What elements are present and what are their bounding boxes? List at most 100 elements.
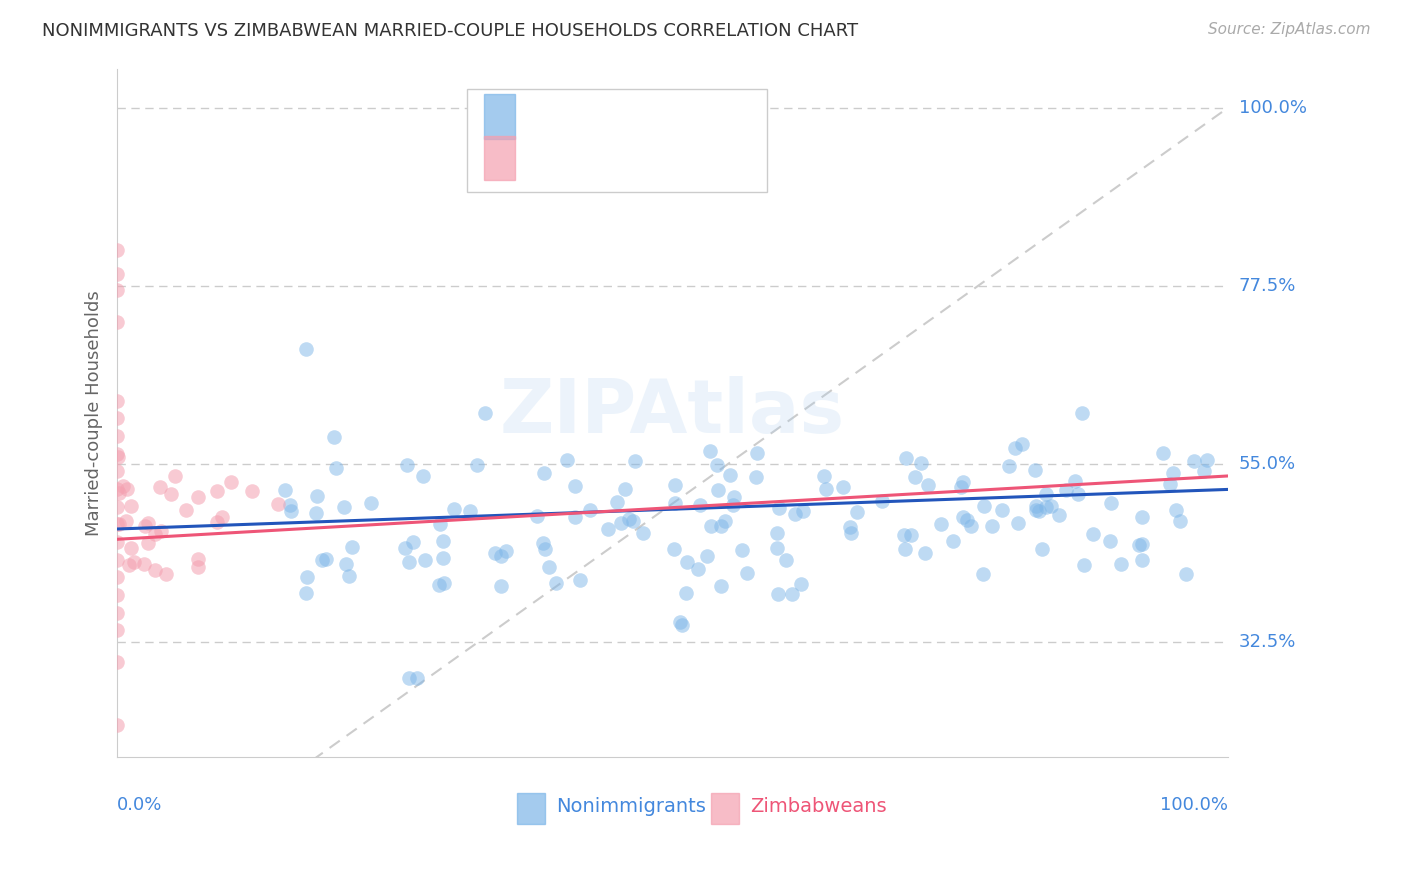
Point bbox=[120, 541, 142, 555]
Point bbox=[710, 518, 733, 533]
Point bbox=[335, 557, 357, 571]
Point bbox=[929, 517, 952, 532]
Point bbox=[211, 510, 233, 524]
Point bbox=[160, 486, 183, 500]
Point bbox=[707, 483, 730, 497]
Point bbox=[731, 542, 754, 557]
Point bbox=[721, 499, 744, 513]
Point bbox=[311, 553, 333, 567]
Point bbox=[174, 503, 197, 517]
Point bbox=[990, 503, 1012, 517]
Point bbox=[766, 541, 789, 555]
Point bbox=[596, 522, 619, 536]
Point bbox=[429, 516, 451, 531]
Point bbox=[1130, 510, 1153, 524]
Point bbox=[544, 576, 567, 591]
Point bbox=[1035, 487, 1057, 501]
Point bbox=[266, 497, 288, 511]
Point bbox=[115, 482, 138, 496]
Text: NONIMMIGRANTS VS ZIMBABWEAN MARRIED-COUPLE HOUSEHOLDS CORRELATION CHART: NONIMMIGRANTS VS ZIMBABWEAN MARRIED-COUP… bbox=[42, 22, 858, 40]
Point bbox=[155, 566, 177, 581]
Point bbox=[564, 479, 586, 493]
Point bbox=[917, 477, 939, 491]
Point bbox=[294, 586, 316, 600]
Text: N =: N = bbox=[651, 107, 695, 126]
Point bbox=[105, 624, 128, 638]
Point bbox=[280, 503, 302, 517]
Point bbox=[900, 528, 922, 542]
Point bbox=[105, 517, 128, 532]
Point bbox=[813, 468, 835, 483]
Point bbox=[322, 430, 344, 444]
Point bbox=[105, 606, 128, 620]
Point bbox=[1011, 436, 1033, 450]
Point bbox=[700, 518, 723, 533]
Text: Zimbabweans: Zimbabweans bbox=[749, 797, 887, 816]
Point bbox=[105, 464, 128, 478]
Point bbox=[744, 469, 766, 483]
Point bbox=[105, 393, 128, 408]
Point bbox=[768, 500, 790, 515]
Point bbox=[105, 718, 128, 732]
Point bbox=[105, 588, 128, 602]
Text: 0.135: 0.135 bbox=[562, 107, 631, 126]
Text: 151: 151 bbox=[679, 107, 727, 126]
Point bbox=[280, 498, 302, 512]
Text: R =: R = bbox=[534, 148, 578, 168]
Point bbox=[606, 494, 628, 508]
Point bbox=[894, 542, 917, 557]
Point bbox=[832, 480, 855, 494]
Point bbox=[295, 343, 318, 357]
Point bbox=[1109, 557, 1132, 571]
Point bbox=[1039, 500, 1062, 514]
Point bbox=[609, 516, 631, 531]
Point bbox=[105, 267, 128, 281]
Point bbox=[696, 549, 718, 563]
Point bbox=[427, 578, 450, 592]
Point bbox=[662, 541, 685, 556]
Point bbox=[569, 573, 592, 587]
Point bbox=[240, 484, 263, 499]
Point bbox=[433, 575, 456, 590]
Point bbox=[960, 519, 983, 533]
Point bbox=[981, 519, 1004, 533]
Point bbox=[1152, 446, 1174, 460]
Point bbox=[718, 468, 741, 483]
Point bbox=[955, 513, 977, 527]
Point bbox=[745, 446, 768, 460]
Point bbox=[872, 494, 894, 508]
Point bbox=[1081, 527, 1104, 541]
Point bbox=[533, 542, 555, 557]
Point bbox=[998, 459, 1021, 474]
Point bbox=[533, 466, 555, 480]
Point bbox=[105, 244, 128, 258]
Point bbox=[1195, 453, 1218, 467]
Point bbox=[624, 454, 647, 468]
Point bbox=[838, 520, 860, 534]
Text: 0.0%: 0.0% bbox=[117, 796, 163, 814]
Point bbox=[1063, 474, 1085, 488]
Point bbox=[1174, 567, 1197, 582]
Point bbox=[219, 475, 242, 490]
Point bbox=[432, 550, 454, 565]
Point bbox=[413, 553, 436, 567]
Point bbox=[531, 536, 554, 550]
Point bbox=[304, 506, 326, 520]
Point bbox=[1025, 500, 1047, 514]
Point bbox=[402, 535, 425, 549]
Point bbox=[914, 546, 936, 560]
Point bbox=[398, 555, 420, 569]
Point bbox=[792, 504, 814, 518]
Point bbox=[105, 570, 128, 584]
Point bbox=[333, 500, 356, 514]
Point bbox=[105, 500, 128, 514]
Point bbox=[1054, 483, 1077, 497]
Point bbox=[136, 516, 159, 530]
Point bbox=[105, 429, 128, 443]
Point bbox=[910, 456, 932, 470]
Point bbox=[1073, 558, 1095, 572]
Point bbox=[783, 507, 806, 521]
Point bbox=[839, 526, 862, 541]
Text: 51: 51 bbox=[679, 148, 720, 168]
Point bbox=[1192, 464, 1215, 478]
